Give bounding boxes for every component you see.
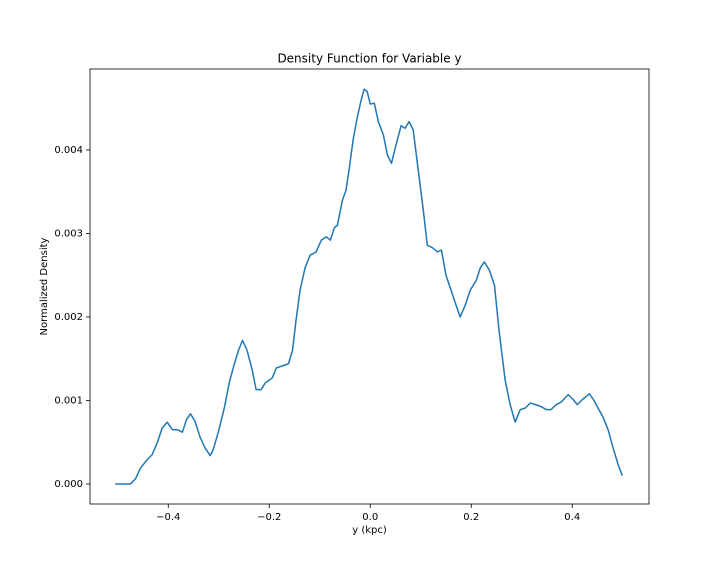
y-tick-label: 0.001: [54, 395, 83, 406]
x-axis-label: y (kpc): [352, 525, 387, 536]
x-tick-label: 0.4: [564, 512, 580, 523]
plot-frame: [89, 68, 650, 505]
x-tick-label: 0.2: [463, 512, 479, 523]
x-tick-label: −0.4: [156, 512, 180, 523]
x-tick-label: −0.2: [257, 512, 281, 523]
y-tick-label: 0.002: [54, 312, 83, 323]
y-tick-label: 0.004: [54, 145, 83, 156]
density-line: [115, 88, 623, 485]
y-tick-label: 0.003: [54, 228, 83, 239]
y-axis-label: Normalized Density: [39, 237, 50, 335]
y-tick-label: 0.000: [54, 479, 83, 490]
chart-title: Density Function for Variable y: [277, 52, 461, 66]
x-tick-label: 0.0: [362, 512, 378, 523]
